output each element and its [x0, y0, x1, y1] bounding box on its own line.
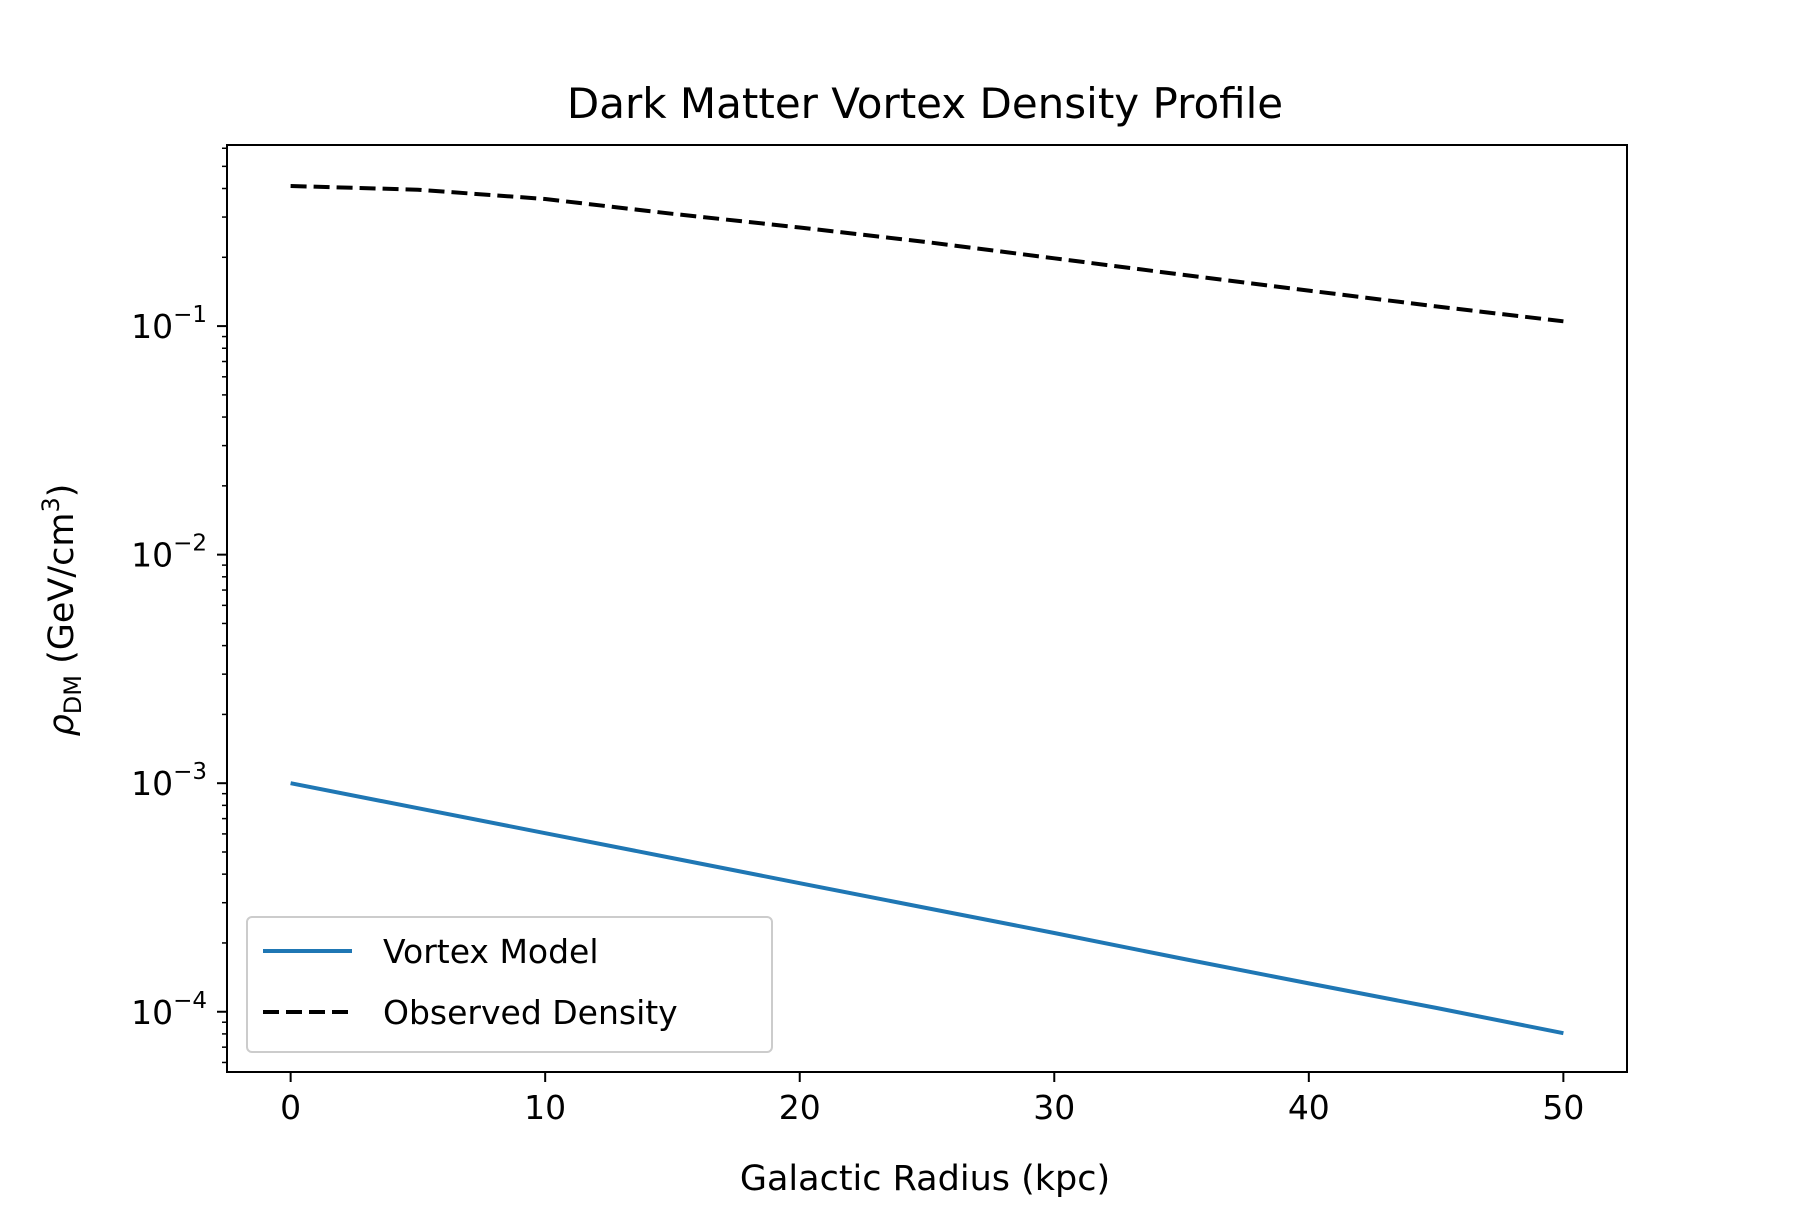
y-tick-exponent: −1 — [173, 302, 207, 328]
y-axis-label-unit: (GeV/cm — [42, 513, 82, 676]
x-tick-label: 0 — [280, 1088, 301, 1127]
chart-title: Dark Matter Vortex Density Profile — [567, 79, 1283, 128]
series-line-observed-density — [290, 184, 1564, 324]
y-tick-exponent: −4 — [173, 988, 207, 1014]
y-tick-base: 10 — [131, 764, 173, 803]
y-tick-base: 10 — [131, 536, 173, 575]
y-tick-base: 10 — [131, 307, 173, 346]
y-tick-label: 10−4 — [131, 988, 207, 1032]
x-tick-label: 30 — [1033, 1088, 1075, 1127]
x-tick-label: 20 — [779, 1088, 821, 1127]
plot-frame — [226, 144, 1628, 1073]
legend-label: Observed Density — [383, 993, 678, 1032]
legend-label: Vortex Model — [383, 932, 599, 971]
y-tick-label: 10−2 — [131, 531, 207, 575]
y-tick-exponent: −3 — [173, 759, 207, 785]
y-axis-label: ρDM (GeV/cm3) — [37, 484, 87, 737]
x-tick-label: 10 — [524, 1088, 566, 1127]
y-axis-label-symbol: ρ — [42, 714, 82, 736]
x-axis-label: Galactic Radius (kpc) — [740, 1159, 1110, 1199]
series-line-vortex-model — [290, 781, 1564, 1036]
legend-box — [246, 916, 773, 1053]
y-tick-base: 10 — [131, 993, 173, 1032]
y-tick-label: 10−1 — [131, 302, 207, 346]
y-axis-label-close: ) — [42, 484, 82, 498]
series-layer — [290, 184, 1564, 1036]
y-axis-label-subscript: DM — [59, 675, 87, 714]
y-tick-exponent: −2 — [173, 531, 207, 557]
x-tick-label: 50 — [1542, 1088, 1584, 1127]
y-axis-label-superscript: 3 — [37, 497, 65, 512]
legend: Vortex Model Observed Density — [246, 916, 773, 1053]
x-tick-label: 40 — [1288, 1088, 1330, 1127]
y-tick-label: 10−3 — [131, 759, 207, 803]
